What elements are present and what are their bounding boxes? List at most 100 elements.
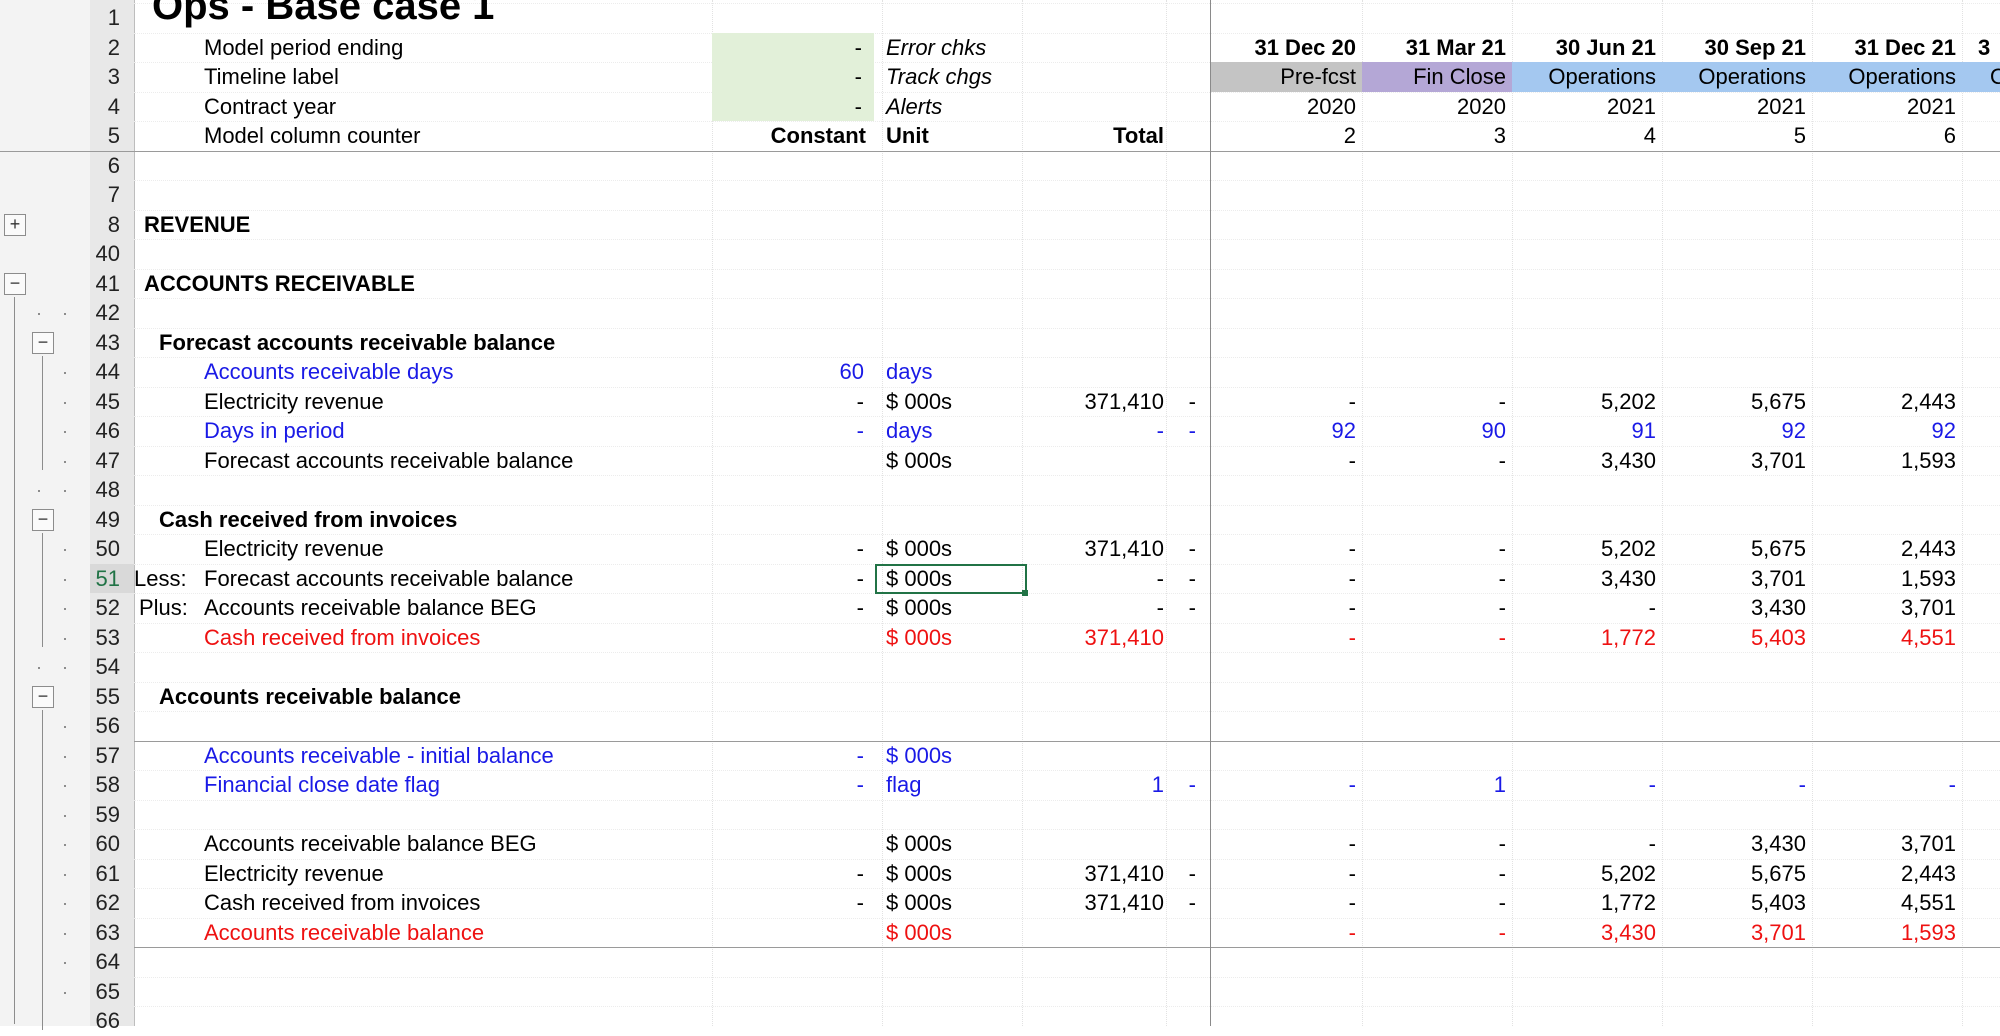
row-number-55[interactable]: 55 (95, 683, 120, 709)
row-number-5[interactable]: 5 (107, 123, 120, 148)
period-value-cell[interactable]: 5,202 (1600, 860, 1656, 886)
row-number-1[interactable]: 1 (107, 5, 120, 30)
period-value-cell[interactable]: 3,701 (1750, 447, 1806, 473)
constant-cell[interactable]: - (856, 890, 864, 915)
period-value-cell[interactable]: 3,701 (1750, 919, 1806, 945)
check-cell[interactable]: - (1188, 536, 1196, 561)
period-value-cell[interactable]: - (1498, 860, 1506, 886)
period-value-cell[interactable]: 1 (1493, 772, 1506, 797)
period-value-cell[interactable]: - (1498, 447, 1506, 473)
row-number-59[interactable]: 59 (95, 801, 120, 827)
period-value-cell[interactable]: 1,772 (1600, 890, 1656, 915)
fill-handle[interactable] (1022, 590, 1028, 596)
row-number-41[interactable]: 41 (95, 270, 120, 296)
period-value-cell[interactable]: - (1498, 890, 1506, 915)
row-number-45[interactable]: 45 (95, 388, 120, 414)
row-number-57[interactable]: 57 (95, 742, 120, 768)
period-value-cell[interactable]: - (1798, 772, 1806, 797)
check-cell[interactable]: - (1188, 388, 1196, 414)
period-value-cell[interactable]: - (1498, 565, 1506, 591)
period-value-cell[interactable]: 3,430 (1750, 831, 1806, 856)
unit-cell[interactable]: $ 000s (886, 624, 953, 650)
check-cell[interactable]: - (1188, 860, 1196, 886)
period-value-cell[interactable]: - (1498, 388, 1506, 414)
period-value-cell[interactable]: 1,772 (1600, 624, 1656, 650)
unit-cell[interactable]: days (886, 418, 933, 443)
row-number-53[interactable]: 53 (95, 624, 120, 650)
period-value-cell[interactable]: - (1348, 890, 1356, 915)
unit-cell[interactable]: $ 000s (886, 595, 953, 620)
row-number-58[interactable]: 58 (95, 772, 120, 797)
row-number-63[interactable]: 63 (95, 919, 120, 945)
constant-cell[interactable]: - (856, 772, 864, 797)
unit-cell[interactable]: $ 000s (886, 860, 953, 886)
check-cell[interactable]: - (1188, 772, 1196, 797)
check-cell[interactable]: - (1188, 595, 1196, 620)
period-value-cell[interactable]: - (1348, 565, 1356, 591)
unit-cell[interactable]: $ 000s (886, 919, 953, 945)
row-number-56[interactable]: 56 (95, 713, 120, 738)
row-number-40[interactable]: 40 (95, 241, 120, 266)
period-value-cell[interactable]: - (1348, 388, 1356, 414)
row-number-62[interactable]: 62 (95, 890, 120, 915)
row-number-66[interactable]: 66 (95, 1008, 120, 1033)
unit-cell[interactable]: $ 000s (886, 565, 953, 591)
constant-cell[interactable]: - (856, 565, 864, 591)
unit-cell[interactable]: $ 000s (886, 447, 953, 473)
period-value-cell[interactable]: - (1348, 860, 1356, 886)
check-cell[interactable]: - (1188, 890, 1196, 915)
row-number-47[interactable]: 47 (95, 447, 120, 473)
period-value-cell[interactable]: 3,430 (1600, 565, 1656, 591)
period-value-cell[interactable]: 5,675 (1750, 388, 1806, 414)
constant-cell[interactable]: 60 (839, 359, 864, 384)
total-cell[interactable]: 371,410 (1084, 388, 1164, 414)
period-value-cell[interactable]: - (1648, 772, 1656, 797)
row-number-6[interactable]: 6 (107, 152, 120, 178)
row-number-50[interactable]: 50 (95, 536, 120, 561)
outline-collapse-button[interactable]: − (32, 508, 54, 531)
period-value-cell[interactable]: 5,675 (1750, 536, 1806, 561)
total-cell[interactable]: 371,410 (1084, 890, 1164, 915)
period-value-cell[interactable]: 3,701 (1900, 831, 1956, 856)
unit-cell[interactable]: $ 000s (886, 536, 953, 561)
total-cell[interactable]: 371,410 (1084, 860, 1164, 886)
period-value-cell[interactable]: 1,593 (1900, 919, 1956, 945)
constant-cell[interactable]: - (856, 595, 864, 620)
row-number-44[interactable]: 44 (95, 359, 120, 384)
period-value-cell[interactable]: 5,202 (1600, 536, 1656, 561)
period-value-cell[interactable]: 92 (1331, 418, 1356, 443)
period-value-cell[interactable]: 3,701 (1900, 595, 1956, 620)
unit-cell[interactable]: $ 000s (886, 742, 953, 768)
period-value-cell[interactable]: - (1498, 831, 1506, 856)
row-number-46[interactable]: 46 (95, 418, 120, 443)
outline-collapse-button[interactable]: − (32, 331, 54, 354)
row-number-3[interactable]: 3 (107, 64, 120, 89)
total-cell[interactable]: 371,410 (1084, 536, 1164, 561)
row-number-65[interactable]: 65 (95, 978, 120, 1004)
row-number-64[interactable]: 64 (95, 949, 120, 974)
row-number-60[interactable]: 60 (95, 831, 120, 856)
period-value-cell[interactable]: 91 (1631, 418, 1656, 443)
unit-cell[interactable]: days (886, 359, 933, 384)
period-value-cell[interactable]: - (1348, 447, 1356, 473)
constant-cell[interactable]: - (856, 860, 864, 886)
row-number-42[interactable]: 42 (95, 300, 120, 325)
row-number-51[interactable]: 51 (90, 563, 134, 593)
period-value-cell[interactable]: 92 (1931, 418, 1956, 443)
row-number-2[interactable]: 2 (107, 34, 120, 60)
total-cell[interactable]: - (1156, 595, 1164, 620)
period-value-cell[interactable]: 5,202 (1600, 388, 1656, 414)
row-number-52[interactable]: 52 (95, 595, 120, 620)
row-number-8[interactable]: 8 (107, 211, 120, 237)
unit-cell[interactable]: $ 000s (886, 388, 953, 414)
outline-expand-button[interactable]: + (4, 213, 26, 236)
period-value-cell[interactable]: - (1498, 595, 1506, 620)
period-value-cell[interactable]: 3,430 (1600, 919, 1656, 945)
period-value-cell[interactable]: 2,443 (1900, 536, 1956, 561)
period-value-cell[interactable]: 1,593 (1900, 447, 1956, 473)
total-cell[interactable]: - (1156, 418, 1164, 443)
period-value-cell[interactable]: - (1348, 624, 1356, 650)
constant-cell[interactable]: - (856, 418, 864, 443)
period-value-cell[interactable]: 5,403 (1750, 624, 1806, 650)
unit-cell[interactable]: flag (886, 772, 922, 797)
